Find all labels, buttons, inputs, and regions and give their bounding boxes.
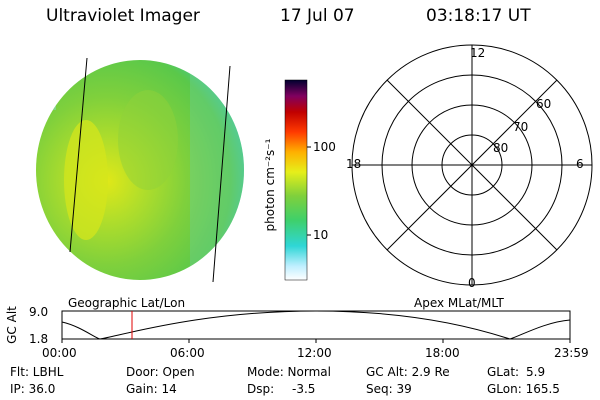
altitude-plot (61, 310, 571, 343)
seq-info: Seq: 39 (366, 382, 412, 396)
ip-info: IP: 36.0 (10, 382, 56, 396)
door-info: Door: Open (126, 365, 195, 379)
date-label: 17 Jul 07 (280, 6, 355, 26)
time-label: 03:18:17 UT (426, 6, 531, 26)
uv-image (36, 57, 244, 283)
mlt-label-12: 12 (470, 46, 486, 60)
glat-value: 5.9 (526, 365, 546, 379)
gain-info: Gain: 14 (126, 382, 177, 396)
lat-label-80: 80 (493, 141, 509, 155)
filter-info: Flt: LBHL (10, 365, 64, 379)
colorbar (284, 79, 311, 281)
time-tick-2359: 23:59 (554, 346, 589, 360)
mlt-label-18: 18 (346, 157, 362, 171)
app-title: Ultraviolet Imager (46, 6, 200, 26)
lat-label-70: 70 (513, 120, 529, 134)
altitude-ymax: 9.0 (29, 305, 49, 319)
dsp-label: Dsp: (247, 382, 275, 396)
colorbar-tick-10: 10 (313, 228, 329, 242)
apex-label: Apex MLat/MLT (414, 296, 504, 310)
polar-plot (351, 44, 593, 286)
time-tick-0000: 00:00 (42, 346, 77, 360)
altitude-ylabel: GC Alt (5, 306, 19, 344)
mlt-label-0: 0 (468, 276, 476, 290)
time-tick-0600: 06:00 (170, 346, 205, 360)
glat-label: GLat: (487, 365, 520, 379)
time-tick-1200: 12:00 (297, 346, 332, 360)
geographic-label: Geographic Lat/Lon (68, 296, 186, 310)
mode-info: Mode: Normal (247, 365, 331, 379)
mlt-label-6: 6 (576, 157, 584, 171)
lat-label-60: 60 (536, 97, 552, 111)
colorbar-unit-label: photon cm⁻²s⁻¹ (263, 138, 277, 232)
altitude-ymin: 1.8 (29, 332, 49, 346)
glon-info: GLon: 165.5 (487, 382, 560, 396)
gc-alt-info: GC Alt: 2.9 Re (366, 365, 450, 379)
colorbar-tick-100: 100 (313, 140, 336, 154)
dsp-value: -3.5 (292, 382, 316, 396)
time-tick-1800: 18:00 (425, 346, 460, 360)
